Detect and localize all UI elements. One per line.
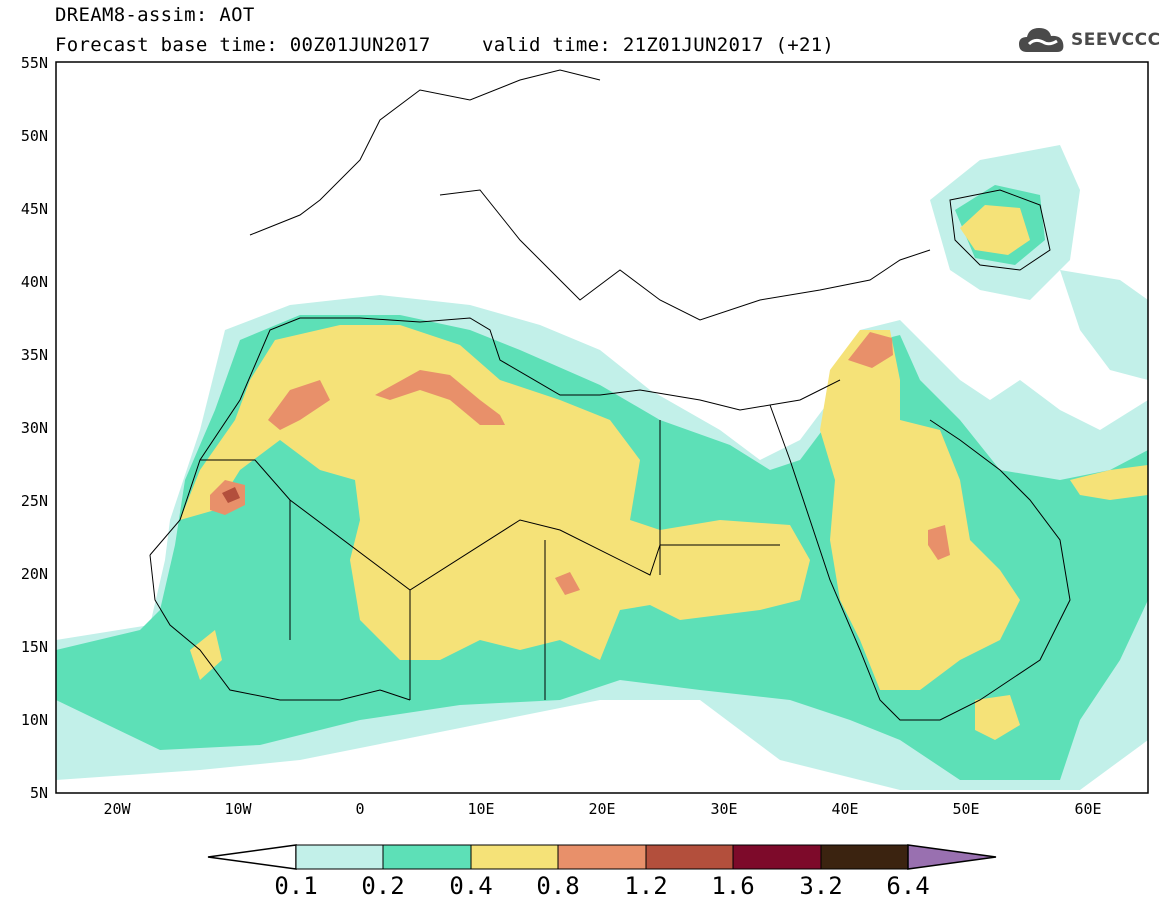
colorbar-swatch-7 — [820, 844, 909, 870]
aot-band-0.8-iraq — [848, 332, 893, 368]
colorbar-swatch-3 — [470, 844, 559, 870]
logo-text: SEEVCCC — [1071, 30, 1161, 50]
coastlines — [149, 69, 1071, 721]
colorbar-swatch-2 — [382, 844, 472, 870]
aot-field — [56, 145, 1148, 790]
lat-label: 45N — [20, 200, 48, 218]
seevccc-logo: SEEVCCC — [1017, 22, 1160, 58]
lon-label: 30E — [710, 800, 738, 818]
colorbar-label: 0.4 — [449, 872, 493, 900]
lon-label: 20E — [588, 800, 616, 818]
lat-label: 30N — [20, 419, 48, 437]
forecast-base-time: Forecast base time: 00Z01JUN2017 — [55, 34, 431, 56]
colorbar-label: 3.2 — [799, 872, 843, 900]
coastline-black-sea — [949, 189, 1051, 271]
lat-label: 25N — [20, 492, 48, 510]
colorbar-high-arrow — [907, 844, 997, 870]
lat-label: 15N — [20, 638, 48, 656]
borders-sahel — [289, 420, 661, 700]
coastline-north-africa — [149, 317, 841, 556]
aot-band-0.1-iran — [1060, 270, 1148, 380]
coastline-europe — [249, 69, 601, 236]
aot-band-0.4-arabia — [820, 330, 1020, 690]
lat-label: 40N — [20, 273, 48, 291]
colorbar-label: 0.1 — [274, 872, 318, 900]
aot-band-0.8-chad — [555, 572, 580, 595]
plot-frame — [55, 61, 1149, 794]
colorbar-label: 6.4 — [886, 872, 930, 900]
colorbar-swatch-6 — [732, 844, 822, 870]
cloud-icon — [1019, 28, 1064, 52]
coastline-mediterranean — [439, 189, 931, 321]
aot-band-0.4-somalia — [975, 695, 1020, 740]
lon-label: 20W — [103, 800, 131, 818]
aot-band-0.4-caspian — [960, 205, 1030, 255]
colorbar-label: 1.2 — [624, 872, 668, 900]
lat-label: 55N — [20, 54, 48, 72]
aot-band-0.8-algeria — [375, 370, 505, 425]
aot-band-0.4-sahara — [180, 325, 810, 660]
lon-label: 10E — [467, 800, 495, 818]
colorbar — [207, 844, 997, 870]
aot-band-1.2 — [222, 487, 240, 503]
aot-band-0.4-gulf — [1070, 465, 1148, 500]
colorbar-swatch-5 — [645, 844, 734, 870]
aot-band-0.8-morocco — [268, 380, 330, 430]
lon-label: 10W — [224, 800, 252, 818]
colorbar-low-arrow — [207, 844, 297, 870]
coastline-west-africa — [149, 554, 411, 701]
colorbar-label: 1.6 — [711, 872, 755, 900]
lat-label: 10N — [20, 711, 48, 729]
valid-time: valid time: 21Z01JUN2017 (+21) — [482, 34, 835, 56]
borders-africa — [200, 459, 780, 591]
lat-label: 20N — [20, 565, 48, 583]
lon-label: 60E — [1074, 800, 1102, 818]
aot-band-0.4-senegal — [190, 630, 222, 680]
coastline-red-sea-arabia — [769, 404, 1071, 721]
lat-label: 50N — [20, 127, 48, 145]
colorbar-label: 0.2 — [361, 872, 405, 900]
colorbar-swatch-4 — [557, 844, 647, 870]
lon-label: 50E — [952, 800, 980, 818]
map-title: DREAM8-assim: AOT — [55, 4, 255, 26]
lon-label: 40E — [831, 800, 859, 818]
lat-label: 35N — [20, 346, 48, 364]
colorbar-label: 0.8 — [536, 872, 580, 900]
lon-label: 0 — [355, 800, 365, 818]
lat-label: 5N — [29, 784, 48, 802]
colorbar-swatch-1 — [295, 844, 384, 870]
aot-band-0.8-saudi — [928, 525, 950, 560]
